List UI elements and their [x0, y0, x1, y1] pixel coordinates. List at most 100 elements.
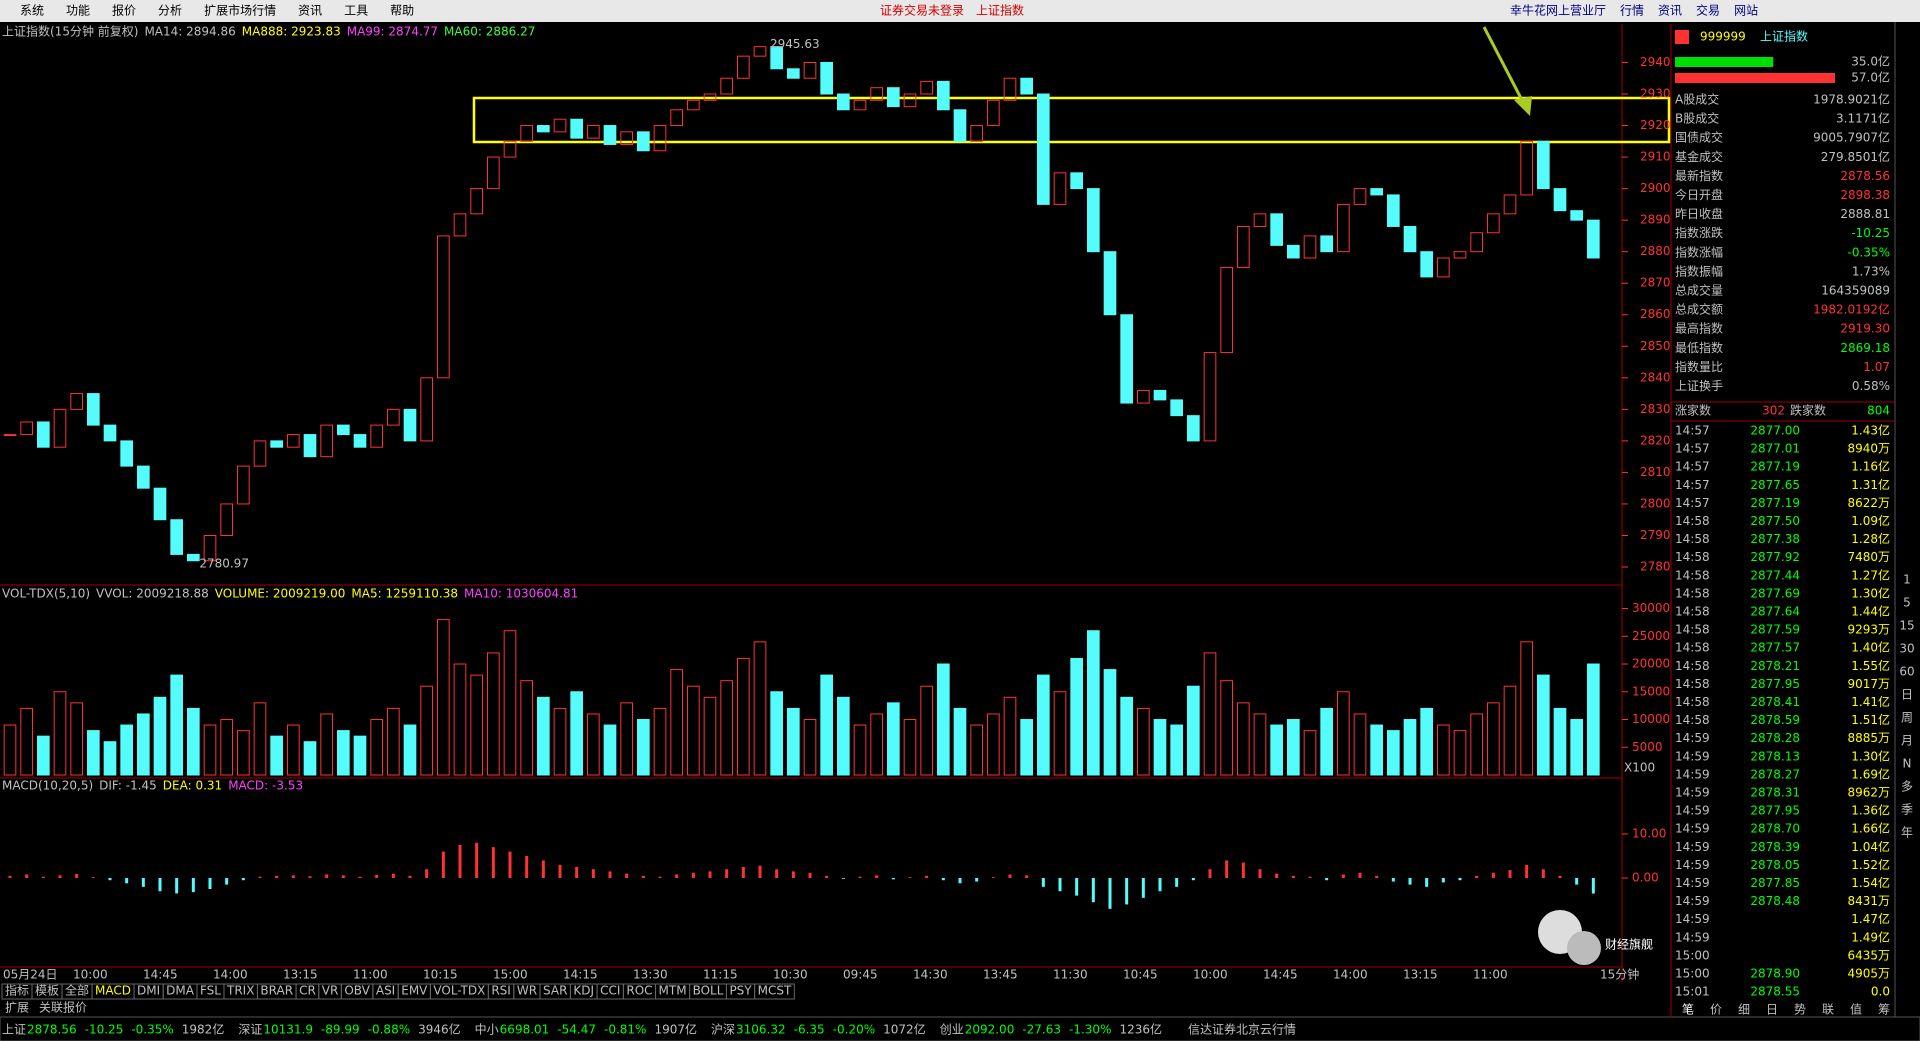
- volume-bar: [1337, 691, 1350, 776]
- candle: [520, 125, 533, 142]
- tab[interactable]: OBV: [344, 984, 370, 998]
- toolbar-button[interactable]: 5: [1903, 596, 1911, 610]
- menu-item[interactable]: 功能: [66, 4, 90, 18]
- toolbar-button[interactable]: 周: [1901, 711, 1913, 725]
- tab[interactable]: 扩展: [5, 1001, 29, 1015]
- menu-item[interactable]: 报价: [112, 3, 136, 18]
- toolbar-button[interactable]: 1: [1903, 573, 1911, 587]
- toolbar-button[interactable]: 日: [1901, 688, 1913, 702]
- tab[interactable]: VOL-TDX: [433, 984, 485, 998]
- toolbar-button[interactable]: 30: [1899, 642, 1914, 656]
- legend: MA60: 2886.27: [444, 25, 535, 39]
- menu-item[interactable]: 资讯: [298, 4, 322, 18]
- menu-link[interactable]: 网站: [1734, 4, 1758, 18]
- tab[interactable]: PSY: [729, 984, 752, 998]
- status-item: -0.35%: [131, 1023, 173, 1037]
- tick-volume: 0.0: [1871, 985, 1890, 999]
- volume-bar: [503, 630, 517, 776]
- menu-item[interactable]: 帮助: [390, 4, 414, 18]
- volume-bar: [1053, 691, 1067, 776]
- tab[interactable]: MTM: [659, 984, 687, 998]
- tab[interactable]: BOLL: [693, 984, 724, 998]
- tick-volume: 7480万: [1847, 550, 1890, 564]
- stat-value: 1982.0192亿: [1813, 302, 1890, 317]
- bottom-tab[interactable]: 值: [1850, 1002, 1862, 1017]
- volume-bar: [1503, 685, 1517, 776]
- tab[interactable]: ASI: [376, 984, 395, 998]
- toolbar-button[interactable]: 月: [1901, 734, 1913, 748]
- volume-bar: [1487, 702, 1500, 776]
- tab[interactable]: EMV: [401, 984, 428, 998]
- tab[interactable]: CCI: [600, 984, 620, 998]
- toolbar-button[interactable]: 多: [1901, 780, 1913, 794]
- toolbar-button[interactable]: 季: [1901, 803, 1913, 817]
- x-label: 09:45: [843, 968, 878, 982]
- feed-label: 信达证券北京云行情: [1188, 1022, 1296, 1037]
- tab[interactable]: 指标: [5, 983, 29, 998]
- tab[interactable]: DMI: [137, 984, 160, 998]
- status-item: 1236亿: [1119, 1022, 1162, 1037]
- bottom-tab[interactable]: 筹: [1878, 1003, 1890, 1017]
- stat-label: 指数涨幅: [1675, 244, 1723, 259]
- tab[interactable]: 模板: [35, 984, 59, 998]
- tick-price: 2878.05: [1750, 858, 1800, 872]
- tab[interactable]: 关联报价: [39, 1000, 87, 1015]
- bottom-tab[interactable]: 价: [1710, 1003, 1722, 1017]
- x-label: 14:15: [563, 968, 598, 982]
- tab[interactable]: FSL: [200, 984, 221, 998]
- candle: [820, 61, 833, 95]
- tab[interactable]: 全部: [65, 983, 89, 998]
- bottom-tab[interactable]: 细: [1738, 1003, 1750, 1017]
- volume-bar: [1070, 657, 1084, 776]
- toolbar-button[interactable]: 年: [1901, 826, 1913, 840]
- breadth-value: 302: [1762, 404, 1785, 418]
- menu-item[interactable]: 扩展市场行情: [204, 3, 276, 18]
- tab[interactable]: TRIX: [226, 984, 254, 998]
- volume-bar: [220, 719, 233, 776]
- toolbar-button[interactable]: 15: [1899, 619, 1914, 633]
- candle: [837, 93, 850, 111]
- x-label: 14:00: [1333, 968, 1368, 982]
- tick-volume: 8962万: [1847, 786, 1890, 800]
- chart-title: 上证指数(15分钟 前复权): [2, 24, 138, 39]
- period-label: 15分钟: [1600, 967, 1639, 982]
- tab[interactable]: KDJ: [573, 984, 594, 998]
- tab[interactable]: SAR: [543, 984, 567, 998]
- tab[interactable]: MACD: [95, 984, 131, 998]
- menu-link[interactable]: 交易: [1696, 3, 1720, 18]
- tab[interactable]: BRAR: [260, 984, 293, 998]
- volume-bar: [520, 680, 533, 776]
- candle: [20, 421, 34, 436]
- candle: [103, 424, 117, 442]
- bottom-tab[interactable]: 联: [1822, 1003, 1834, 1017]
- bottom-tab[interactable]: 势: [1794, 1003, 1806, 1017]
- tab[interactable]: MCST: [758, 984, 792, 998]
- menu-item[interactable]: 系统: [20, 4, 44, 18]
- candle: [953, 109, 967, 142]
- status-item: 创业: [940, 1023, 964, 1037]
- tick-time: 14:59: [1675, 804, 1710, 818]
- volume-bar: [320, 713, 334, 776]
- tab[interactable]: RSI: [491, 984, 511, 998]
- x-label: 13:30: [633, 968, 668, 982]
- menu-link[interactable]: 幸牛花网上营业厅: [1510, 3, 1606, 18]
- tab[interactable]: ROC: [626, 984, 652, 998]
- menu-item[interactable]: 分析: [158, 4, 182, 18]
- bottom-tab[interactable]: 笔: [1682, 1002, 1694, 1017]
- tab[interactable]: DMA: [166, 984, 195, 998]
- tab[interactable]: VR: [322, 984, 339, 998]
- menu-link[interactable]: 资讯: [1658, 4, 1682, 18]
- tab[interactable]: WR: [517, 984, 537, 998]
- menu-bar: [0, 0, 1920, 22]
- volume-bar: [853, 724, 867, 776]
- menu-item[interactable]: 工具: [344, 4, 368, 18]
- toolbar-button[interactable]: N: [1903, 757, 1912, 771]
- tab[interactable]: CR: [299, 984, 316, 998]
- toolbar-button[interactable]: 60: [1899, 665, 1914, 679]
- candle: [1087, 188, 1100, 253]
- candle: [1570, 210, 1584, 221]
- menu-link[interactable]: 行情: [1620, 4, 1644, 18]
- candle: [1403, 225, 1417, 253]
- bottom-tab[interactable]: 日: [1766, 1003, 1778, 1017]
- tick-volume: 1.44亿: [1851, 604, 1890, 619]
